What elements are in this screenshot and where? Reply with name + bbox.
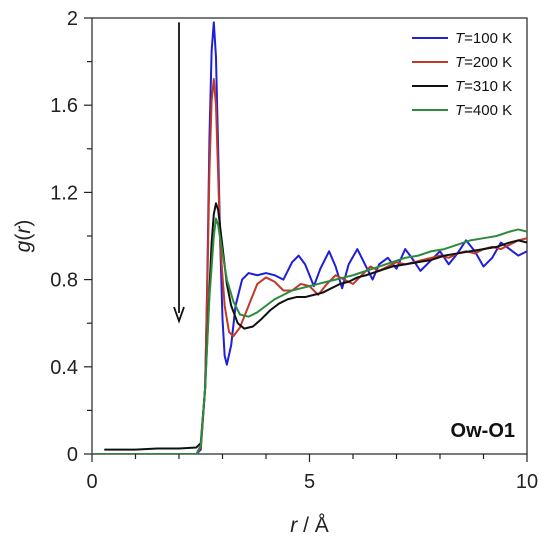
x-tick-label: 0 xyxy=(86,471,97,493)
legend-label-3: T=400 K xyxy=(455,102,512,119)
y-tick-label: 0.8 xyxy=(50,270,78,292)
y-tick-label: 0 xyxy=(67,444,78,466)
legend-label-2: T=310 K xyxy=(455,78,512,95)
x-tick-label: 5 xyxy=(304,471,315,493)
legend-label-1: T=200 K xyxy=(455,54,512,71)
y-tick-label: 1.2 xyxy=(50,182,78,204)
annotations: Ow-O1 xyxy=(173,22,515,442)
x-tick-label: 10 xyxy=(516,471,538,493)
arrow-head xyxy=(173,306,185,324)
series-line-2 xyxy=(104,202,527,451)
y-axis-label: g(r) xyxy=(12,220,35,253)
series-line-0 xyxy=(92,21,527,454)
y-tick-label: 1.6 xyxy=(50,95,78,117)
series-group xyxy=(92,21,527,454)
y-tick-label: 0.4 xyxy=(50,357,78,379)
series-line-3 xyxy=(92,217,527,454)
axes-group: 0 5 10 0 0.4 0.8 1.2 1.6 2 r / Å g(r) xyxy=(12,8,538,537)
x-axis-label: r / Å xyxy=(290,514,329,537)
annotation-label: Ow-O1 xyxy=(451,420,515,442)
y-tick-label: 2 xyxy=(67,8,78,30)
legend: T=100 K T=200 K T=310 K T=400 K xyxy=(412,30,512,119)
legend-label-0: T=100 K xyxy=(455,30,512,47)
series-line-1 xyxy=(92,78,527,454)
